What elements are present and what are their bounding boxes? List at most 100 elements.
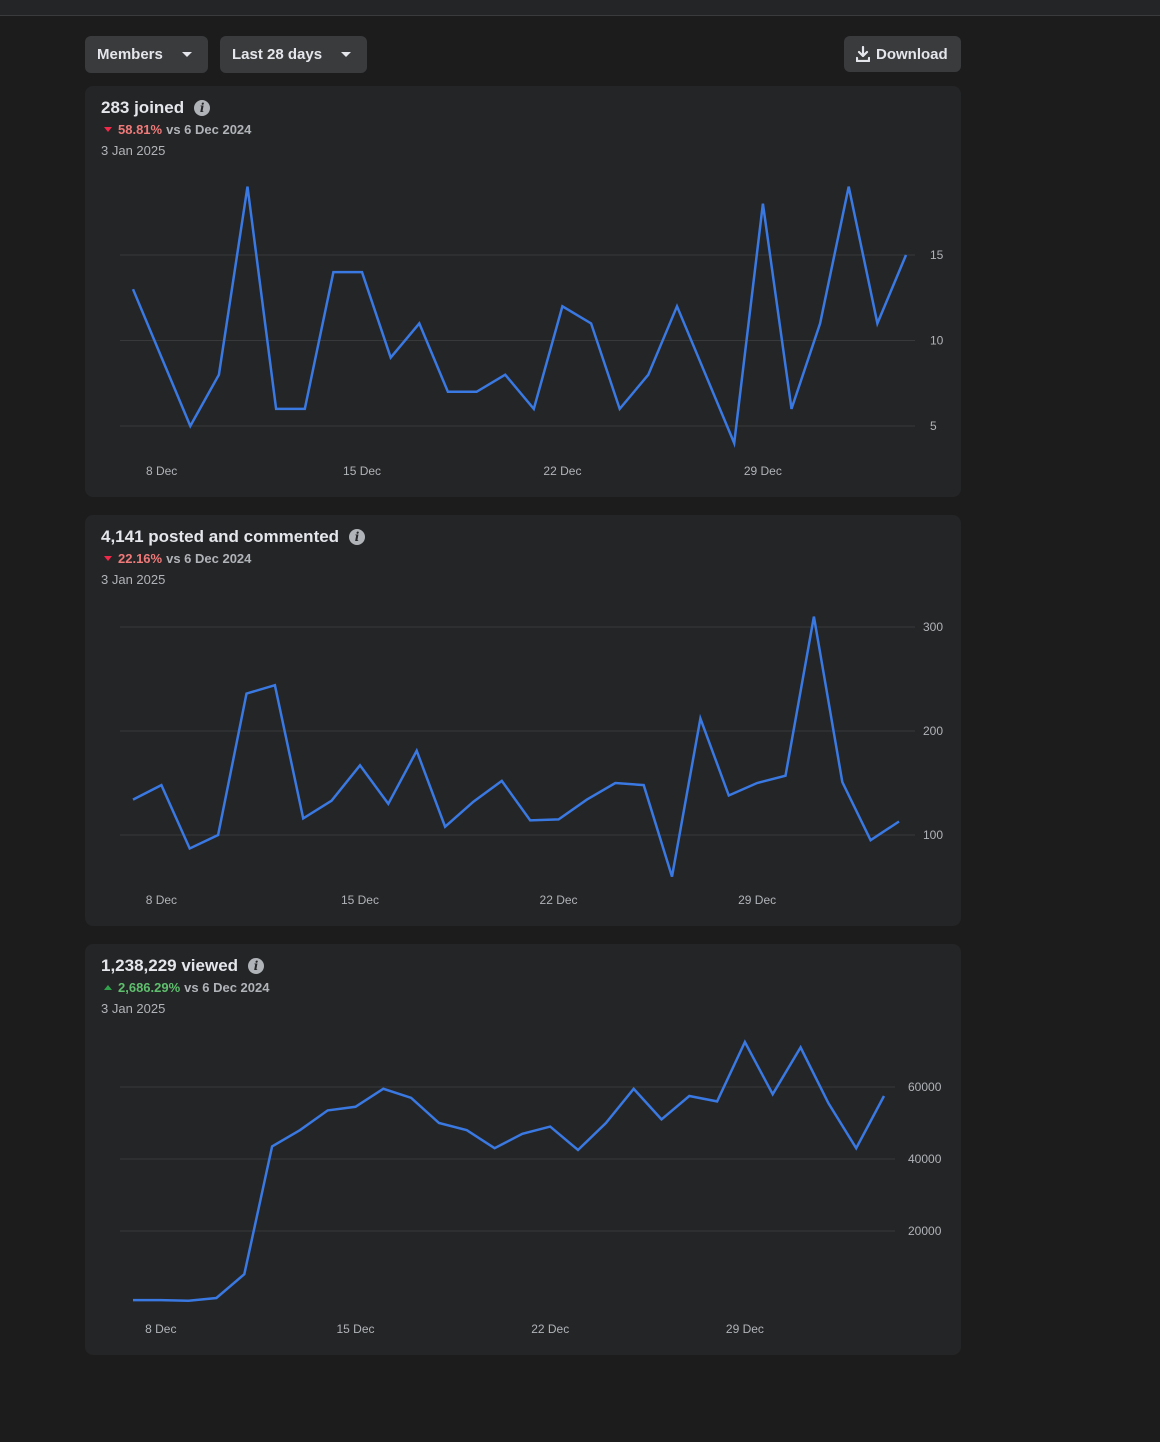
data-point[interactable]	[895, 817, 903, 825]
data-point[interactable]	[824, 1099, 832, 1107]
data-point[interactable]	[415, 319, 423, 327]
data-point[interactable]	[356, 761, 364, 769]
data-point[interactable]	[157, 1296, 165, 1304]
data-point[interactable]	[413, 747, 421, 755]
data-point[interactable]	[759, 200, 767, 208]
data-point[interactable]	[730, 439, 738, 447]
data-point[interactable]	[384, 800, 392, 808]
data-point[interactable]	[129, 285, 137, 293]
data-point[interactable]	[129, 796, 137, 804]
data-point[interactable]	[741, 1038, 749, 1046]
data-point[interactable]	[329, 268, 337, 276]
data-point[interactable]	[640, 781, 648, 789]
data-point[interactable]	[444, 388, 452, 396]
data-point[interactable]	[328, 797, 336, 805]
data-point[interactable]	[673, 302, 681, 310]
data-point[interactable]	[473, 388, 481, 396]
card-title: 4,141 posted and commented i	[101, 527, 366, 547]
data-point[interactable]	[611, 779, 619, 787]
data-point[interactable]	[725, 791, 733, 799]
info-icon[interactable]: i	[194, 100, 211, 116]
data-point[interactable]	[491, 1144, 499, 1152]
data-point[interactable]	[158, 354, 166, 362]
data-point[interactable]	[157, 781, 165, 789]
data-point[interactable]	[782, 772, 790, 780]
data-point[interactable]	[271, 681, 279, 689]
delta-percent: 2,686.29%	[118, 980, 181, 995]
data-point[interactable]	[753, 779, 761, 787]
data-point[interactable]	[296, 1126, 304, 1134]
data-point[interactable]	[407, 1094, 415, 1102]
series-line[interactable]	[133, 1039, 886, 1303]
metric-dropdown[interactable]: Members	[85, 36, 208, 73]
x-tick-label: 22 Dec	[540, 893, 578, 907]
data-point[interactable]	[873, 319, 881, 327]
viewed-line-chart: 20000 40000 60000 8 Dec 15 Dec 22 Dec 29 Dec	[120, 1038, 942, 1336]
data-point[interactable]	[129, 1296, 137, 1304]
delta-row: 22.16% vs 6 Dec 2024	[101, 551, 251, 566]
caret-down-icon	[182, 52, 192, 57]
data-point[interactable]	[242, 690, 250, 698]
data-point[interactable]	[301, 405, 309, 413]
data-point[interactable]	[244, 183, 252, 191]
data-point[interactable]	[469, 798, 477, 806]
data-point[interactable]	[668, 873, 676, 881]
data-point[interactable]	[630, 1085, 638, 1093]
data-point[interactable]	[810, 613, 818, 621]
delta-row: 2,686.29% vs 6 Dec 2024	[101, 980, 269, 995]
data-point[interactable]	[324, 1106, 332, 1114]
download-button[interactable]: Download	[844, 36, 961, 72]
data-point[interactable]	[816, 319, 824, 327]
data-point[interactable]	[797, 1043, 805, 1051]
data-point[interactable]	[902, 251, 910, 259]
data-point[interactable]	[713, 1097, 721, 1105]
data-point[interactable]	[212, 1294, 220, 1302]
info-icon[interactable]: i	[349, 529, 366, 545]
data-point[interactable]	[463, 1126, 471, 1134]
series-line[interactable]	[131, 186, 908, 448]
data-point[interactable]	[435, 1119, 443, 1127]
data-point[interactable]	[702, 371, 710, 379]
data-point[interactable]	[215, 371, 223, 379]
data-point[interactable]	[845, 183, 853, 191]
data-point[interactable]	[352, 1103, 360, 1111]
data-point[interactable]	[186, 845, 194, 853]
data-point[interactable]	[555, 815, 563, 823]
data-point[interactable]	[268, 1142, 276, 1150]
data-point[interactable]	[518, 1130, 526, 1138]
data-point[interactable]	[501, 371, 509, 379]
data-point[interactable]	[240, 1270, 248, 1278]
data-point[interactable]	[387, 354, 395, 362]
data-point[interactable]	[696, 715, 704, 723]
data-point[interactable]	[299, 814, 307, 822]
data-point[interactable]	[644, 371, 652, 379]
data-point[interactable]	[214, 831, 222, 839]
data-point[interactable]	[530, 405, 538, 413]
data-point[interactable]	[379, 1085, 387, 1093]
data-point[interactable]	[441, 823, 449, 831]
series-line[interactable]	[132, 616, 900, 877]
data-point[interactable]	[602, 1119, 610, 1127]
data-point[interactable]	[558, 302, 566, 310]
data-point[interactable]	[852, 1144, 860, 1152]
data-point[interactable]	[583, 796, 591, 804]
data-point[interactable]	[787, 405, 795, 413]
data-point[interactable]	[546, 1123, 554, 1131]
data-point[interactable]	[185, 1297, 193, 1305]
data-point[interactable]	[657, 1115, 665, 1123]
data-point[interactable]	[769, 1090, 777, 1098]
data-point[interactable]	[867, 836, 875, 844]
info-icon[interactable]: i	[248, 958, 265, 974]
data-point[interactable]	[186, 422, 194, 430]
data-point[interactable]	[838, 778, 846, 786]
data-point[interactable]	[685, 1092, 693, 1100]
data-point[interactable]	[587, 319, 595, 327]
data-point[interactable]	[616, 405, 624, 413]
data-point[interactable]	[574, 1146, 582, 1154]
data-point[interactable]	[272, 405, 280, 413]
data-point[interactable]	[880, 1092, 888, 1100]
data-point[interactable]	[526, 816, 534, 824]
data-point[interactable]	[358, 268, 366, 276]
date-range-dropdown[interactable]: Last 28 days	[220, 36, 367, 73]
data-point[interactable]	[498, 777, 506, 785]
